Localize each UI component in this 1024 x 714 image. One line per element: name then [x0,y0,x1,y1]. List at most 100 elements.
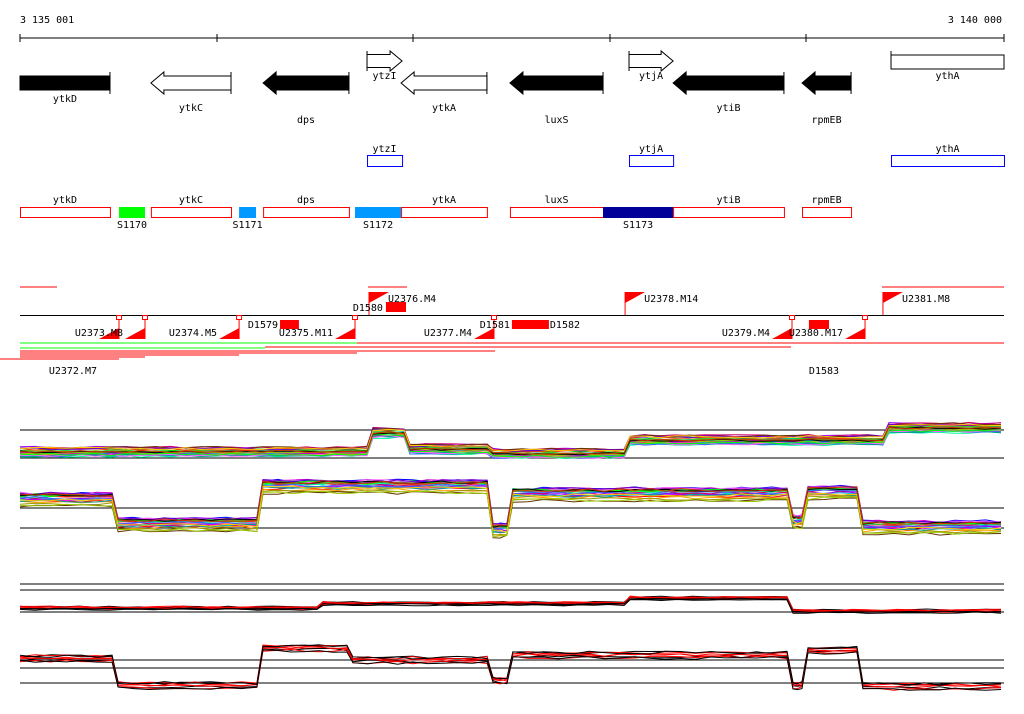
downshift-box [511,320,549,329]
expression-series-line [19,598,1002,614]
unit-flag-icon [335,328,356,339]
transcription-unit-track: U2376.M4 U2378.M14 U2381.M8 U2372.M7 U2373.M… [0,286,1004,377]
gene-label: rpmEB [811,115,841,126]
red-region-track: ytkD ytkC dps ytkA luxS ytiB rpmEB S1170 S1171 S1… [20,195,853,231]
utr-label: rpmEB [811,195,841,206]
gene-label: ythA [935,71,959,82]
gene-label: ytkC [179,103,203,114]
unit-end-box [490,315,497,320]
utr-box [401,207,488,218]
unit-flag-icon [772,328,793,339]
expression-series-line [19,596,1002,612]
gene-label: ytzI [372,71,396,82]
expression-series-line [19,423,1002,452]
downshift-label: D1583 [809,366,839,377]
unit-end-box [116,315,123,320]
region-box [629,155,675,167]
segment-label: S1170 [117,220,147,231]
segment-box [119,207,145,218]
expression-series-line [19,423,1002,453]
unit-end-box [862,315,869,320]
segment-box [239,207,257,218]
unit-flag-icon [219,328,240,339]
utr-box [673,207,785,218]
gene-label: luxS [544,115,568,126]
segment-box [355,207,402,218]
expression-series-line [19,490,1002,538]
utr-label: ytkA [432,195,456,206]
unit-end-box [141,315,148,320]
downshift-label: D1581 [480,320,510,331]
utr-box [263,207,350,218]
segment-label: S1173 [623,220,653,231]
utr-label: ytkD [53,195,77,206]
region-label: ythA [935,144,959,155]
utr-box [20,207,111,218]
gene-label: ytkA [432,103,456,114]
unit-end-box [236,315,243,320]
segment-label: S1172 [363,220,393,231]
region-label: ytjA [639,144,663,155]
region-box [367,155,404,167]
unit-end-box [352,315,359,320]
utr-box [150,207,233,218]
ruler [19,34,1005,42]
utr-box [802,207,853,218]
unit-end-box [789,315,796,320]
unit-label: U2376.M4 [388,294,436,305]
unit-flag-icon [473,328,494,339]
utr-label: luxS [544,195,568,206]
utr-label: dps [297,195,315,206]
expression-series-line [19,480,1002,526]
downshift-label: D1582 [550,320,580,331]
unit-label: U2374.M5 [169,328,217,339]
unit-label: U2377.M4 [424,328,472,339]
gene-track: ytkD ytkC dps ytzI ytkA luxS ytjA ytiB rpmEB ythA [19,49,1005,126]
utr-label: ytiB [716,195,740,206]
downshift-box [385,302,407,312]
expression-series-line [19,422,1002,451]
utr-box [509,207,605,218]
gene-ytkD-arrow [19,75,111,91]
downshift-label: D1579 [248,320,278,331]
region-label: ytzI [372,144,396,155]
expression-series-line [19,485,1002,533]
region-box [891,155,1006,167]
unit-label: U2381.M8 [902,294,950,305]
downshift-box [808,320,830,329]
gene-rpmEB-arrow [801,70,852,96]
segment-box [603,207,674,218]
unit-label: U2380.M17 [789,328,843,339]
expression-series-line [19,426,1002,455]
gene-ytkC-arrow [150,70,232,96]
unit-flag-icon [368,292,389,303]
unit-flag-icon [124,328,145,339]
expression-series-line [19,428,1002,457]
unit-label: U2378.M14 [644,294,698,305]
unit-flag-icon [99,328,120,339]
gene-ytzI-arrow [366,49,403,73]
gene-dps-arrow [262,70,350,96]
expression-series-line [19,649,1002,691]
gene-ytkA-arrow [400,70,488,96]
expression-series-line [19,644,1002,686]
segment-label: S1171 [232,220,262,231]
expression-tracks [19,421,1004,691]
gene-label: ytkD [53,94,77,105]
blue-region-track: ytzI ytjA ythA [367,144,1006,167]
downshift-box [280,320,299,329]
unit-flag-icon [882,292,903,303]
utr-label: ytkC [179,195,203,206]
ruler-start-label: 3 135 001 [20,15,74,26]
unit-label: U2375.M11 [279,328,333,339]
expression-series-line [19,429,1002,458]
gene-label: ytiB [716,103,740,114]
gene-label: ytjA [639,71,663,82]
ruler-end-label: 3 140 000 [948,15,1002,26]
unit-label: U2379.M4 [722,328,770,339]
gene-ytjA-arrow [628,49,674,73]
gene-ytiB-arrow [672,70,785,96]
unit-flag-icon [625,292,646,303]
gene-label: dps [297,115,315,126]
